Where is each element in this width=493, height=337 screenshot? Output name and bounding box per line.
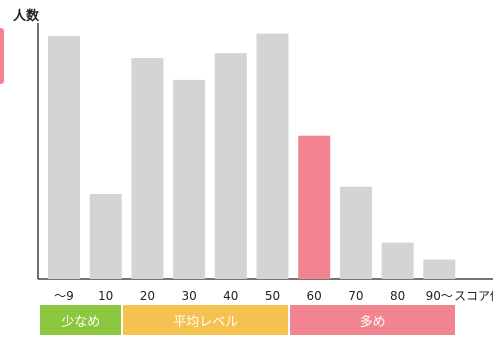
- y-axis-label: 人数: [13, 8, 40, 24]
- bar-8: [381, 242, 414, 279]
- x-tick-label: 30: [181, 289, 196, 303]
- bar-3: [173, 79, 206, 279]
- range-band-label: 多め: [359, 314, 386, 330]
- x-tick-label: 80: [390, 289, 405, 303]
- x-tick-label: 40: [223, 289, 238, 303]
- x-tick-label: ～9: [54, 289, 74, 303]
- bar-9: [423, 259, 456, 279]
- range-band-label: 少なめ: [61, 314, 101, 330]
- x-axis-label: スコア値: [454, 288, 493, 303]
- range-band-2: 多め: [290, 305, 455, 335]
- bar-7: [339, 186, 372, 279]
- x-tick-label: 70: [348, 289, 363, 303]
- bar-0: [48, 36, 80, 280]
- bar-2: [131, 58, 164, 279]
- range-band-0: 少なめ: [40, 305, 122, 335]
- bar-6: [298, 135, 331, 279]
- side-tab-marker: [0, 28, 4, 84]
- x-tick-label: 20: [140, 289, 155, 303]
- bar-5: [256, 33, 289, 279]
- x-tick-label: 10: [98, 289, 113, 303]
- bar-1: [89, 194, 122, 279]
- range-band-label: 平均レベル: [173, 314, 239, 330]
- x-tick-label: 90～: [426, 289, 453, 303]
- x-tick-label: 50: [265, 289, 280, 303]
- bar-4: [214, 53, 247, 280]
- x-tick-label: 60: [307, 289, 322, 303]
- range-band-1: 平均レベル: [123, 305, 289, 335]
